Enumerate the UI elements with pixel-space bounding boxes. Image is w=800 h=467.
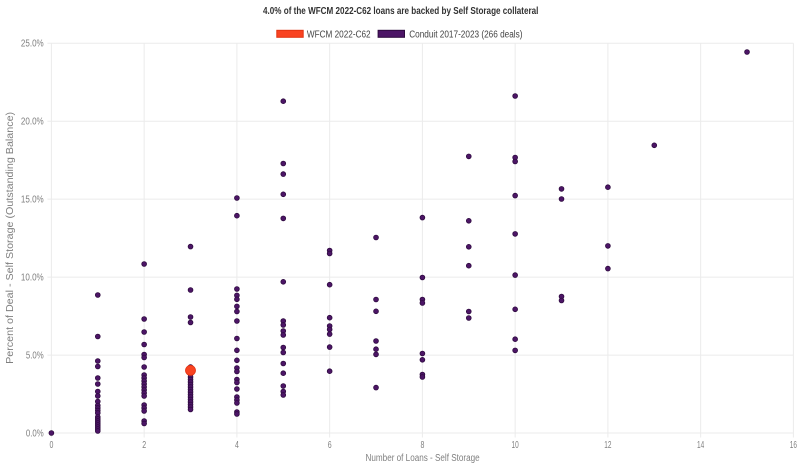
- svg-text:25.0%: 25.0%: [21, 39, 44, 50]
- svg-text:6: 6: [328, 440, 332, 451]
- svg-text:20.0%: 20.0%: [21, 117, 44, 128]
- svg-text:5.0%: 5.0%: [26, 350, 44, 361]
- svg-text:4: 4: [235, 440, 239, 451]
- svg-text:14: 14: [697, 440, 704, 451]
- svg-text:10.0%: 10.0%: [21, 272, 44, 283]
- svg-text:4.0% of the WFCM 2022-C62 loan: 4.0% of the WFCM 2022-C62 loans are back…: [263, 6, 539, 17]
- svg-text:10: 10: [512, 440, 519, 451]
- svg-text:WFCM 2022-C62: WFCM 2022-C62: [307, 30, 371, 41]
- svg-text:Number of Loans - Self Storage: Number of Loans - Self Storage: [366, 453, 480, 464]
- svg-text:0.0%: 0.0%: [26, 428, 44, 439]
- svg-text:0: 0: [49, 440, 53, 451]
- svg-text:12: 12: [604, 440, 611, 451]
- svg-text:15.0%: 15.0%: [21, 194, 44, 205]
- svg-text:Percent of Deal - Self Storage: Percent of Deal - Self Storage (Outstand…: [5, 112, 16, 364]
- svg-text:2: 2: [142, 440, 146, 451]
- svg-text:16: 16: [790, 440, 797, 451]
- svg-text:8: 8: [420, 440, 424, 451]
- svg-text:Conduit 2017-2023 (266 deals): Conduit 2017-2023 (266 deals): [409, 30, 522, 41]
